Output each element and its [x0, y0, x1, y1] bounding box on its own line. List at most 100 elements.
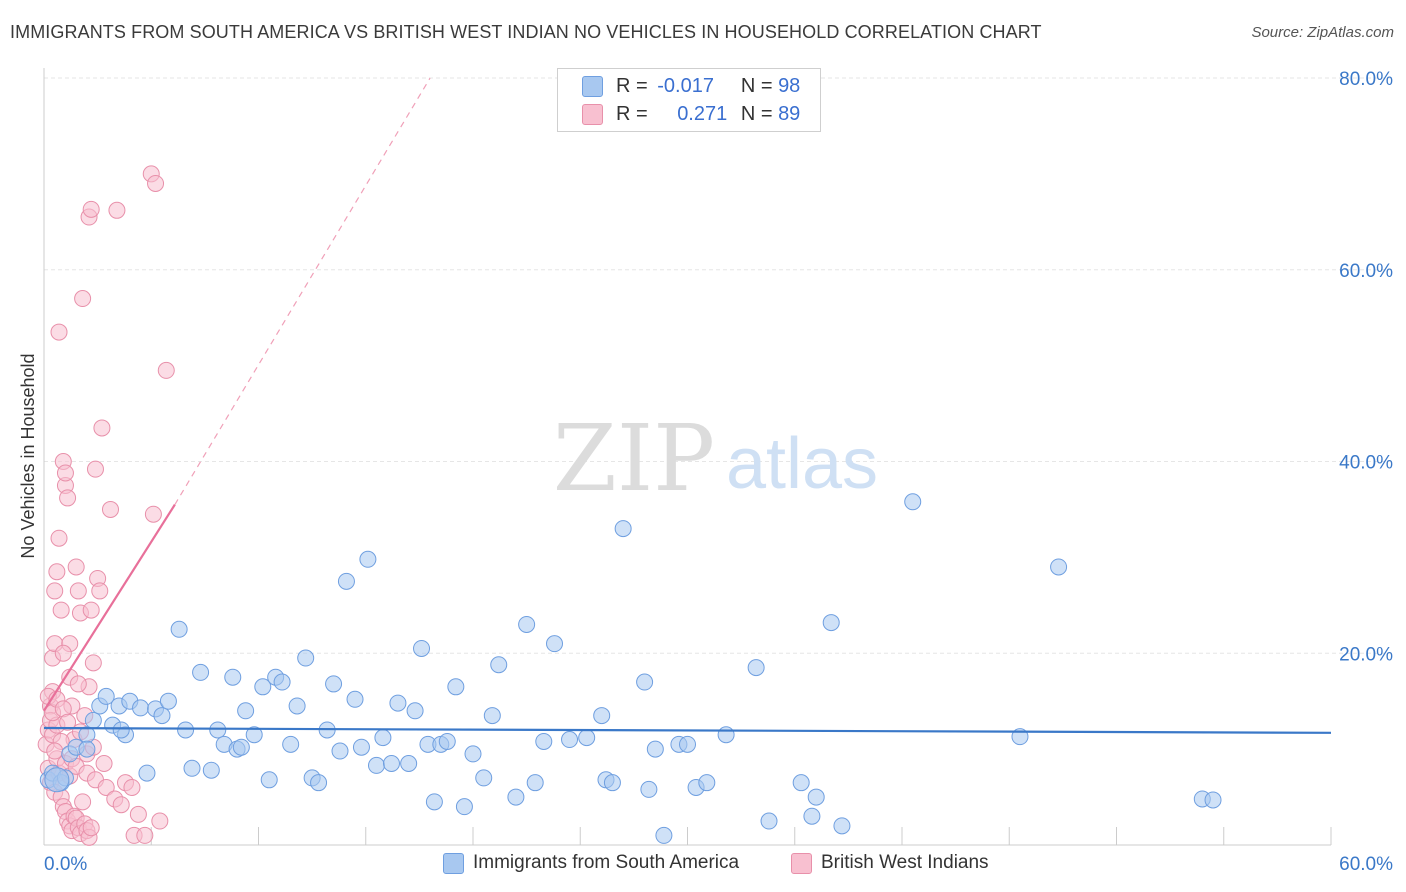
- legend-r-value-pink: 0.271: [677, 103, 728, 125]
- series-british-west-indians: [37, 165, 175, 846]
- bottom-legend-label-pink: British West Indians: [821, 852, 989, 873]
- data-point-immigrants-south-america: [260, 771, 278, 789]
- data-point-immigrants-south-america: [297, 649, 315, 667]
- legend-n-value-pink: 89: [778, 103, 801, 125]
- data-point-immigrants-south-america: [183, 759, 201, 777]
- data-point-immigrants-south-america: [561, 731, 579, 749]
- data-point-immigrants-south-america: [159, 692, 177, 710]
- data-point-immigrants-south-america: [747, 659, 765, 677]
- data-point-british-west-indians: [136, 826, 154, 844]
- data-point-british-west-indians: [82, 819, 100, 837]
- y-tick-label: 20.0%: [1339, 644, 1393, 665]
- data-point-british-west-indians: [82, 200, 100, 218]
- legend-swatch-pink: [582, 104, 603, 125]
- data-point-immigrants-south-america: [593, 707, 611, 725]
- data-point-immigrants-south-america: [760, 812, 778, 830]
- data-point-immigrants-south-america: [367, 756, 385, 774]
- data-point-immigrants-south-america: [224, 668, 242, 686]
- data-point-immigrants-south-america: [406, 702, 424, 720]
- data-point-cluster: [44, 767, 70, 793]
- data-point-british-west-indians: [112, 796, 130, 814]
- data-point-immigrants-south-america: [833, 817, 851, 835]
- bottom-legend-label-blue: Immigrants from South America: [473, 852, 740, 873]
- data-point-immigrants-south-america: [464, 745, 482, 763]
- trend-line-immigrants-south-america: [43, 726, 1332, 734]
- chart-title: IMMIGRANTS FROM SOUTH AMERICA VS BRITISH…: [10, 22, 1042, 42]
- data-point-immigrants-south-america: [413, 639, 431, 657]
- data-point-immigrants-south-america: [636, 673, 654, 691]
- data-point-british-west-indians: [95, 755, 113, 773]
- data-point-immigrants-south-america: [447, 678, 465, 696]
- data-point-british-west-indians: [56, 464, 74, 482]
- data-point-immigrants-south-america: [138, 764, 156, 782]
- data-point-immigrants-south-america: [578, 729, 596, 747]
- data-point-british-west-indians: [82, 601, 100, 619]
- data-point-british-west-indians: [48, 563, 66, 581]
- watermark: ZIP atlas: [553, 405, 878, 512]
- data-point-immigrants-south-america: [603, 774, 621, 792]
- data-point-british-west-indians: [144, 505, 162, 523]
- data-point-immigrants-south-america: [1050, 558, 1068, 576]
- y-tick-label: 40.0%: [1339, 453, 1393, 474]
- data-point-british-west-indians: [59, 489, 77, 507]
- bottom-legend-swatch-pink: [791, 853, 812, 874]
- data-point-immigrants-south-america: [273, 673, 291, 691]
- data-point-immigrants-south-america: [245, 726, 263, 744]
- y-tick-label: 60.0%: [1339, 261, 1393, 282]
- data-point-immigrants-south-america: [640, 780, 658, 798]
- legend-n-label: N =: [740, 75, 773, 97]
- data-point-british-west-indians: [50, 323, 68, 341]
- data-point-immigrants-south-america: [438, 732, 456, 750]
- series-immigrants-south-america: [39, 493, 1222, 844]
- data-point-british-west-indians: [59, 713, 77, 731]
- x-tick-label: 0.0%: [44, 854, 87, 875]
- tick-labels: 20.0% 40.0% 60.0% 80.0% 0.0% 60.0%: [44, 69, 1393, 875]
- data-point-british-west-indians: [91, 582, 109, 600]
- data-point-immigrants-south-america: [282, 735, 300, 753]
- data-point-british-west-indians: [50, 529, 68, 547]
- data-point-immigrants-south-america: [483, 707, 501, 725]
- data-point-immigrants-south-america: [352, 738, 370, 756]
- data-point-immigrants-south-america: [655, 826, 673, 844]
- data-point-immigrants-south-america: [177, 721, 195, 739]
- data-point-immigrants-south-america: [254, 678, 272, 696]
- data-point-immigrants-south-america: [546, 635, 564, 653]
- source-credit: Source: ZipAtlas.com: [1251, 24, 1394, 41]
- data-point-immigrants-south-america: [518, 615, 536, 633]
- data-point-immigrants-south-america: [614, 520, 632, 538]
- data-point-immigrants-south-america: [331, 742, 349, 760]
- data-point-british-west-indians: [69, 582, 87, 600]
- data-point-british-west-indians: [147, 174, 165, 192]
- data-point-immigrants-south-america: [717, 726, 735, 744]
- data-point-immigrants-south-america: [904, 493, 922, 511]
- legend-n-label: N =: [740, 103, 773, 125]
- data-point-british-west-indians: [123, 778, 141, 796]
- data-point-immigrants-south-america: [679, 735, 696, 753]
- data-point-immigrants-south-america: [803, 807, 821, 825]
- data-point-immigrants-south-america: [490, 656, 508, 674]
- data-point-immigrants-south-america: [170, 620, 188, 638]
- trend-line-british-west-indians: [43, 504, 176, 712]
- watermark-zip: ZIP: [553, 405, 715, 512]
- data-point-immigrants-south-america: [192, 663, 210, 681]
- trend-lines: [43, 77, 1332, 734]
- data-point-immigrants-south-america: [455, 798, 473, 816]
- data-point-british-west-indians: [52, 601, 70, 619]
- data-point-immigrants-south-america: [325, 675, 343, 693]
- trend-extension-british-west-indians: [174, 77, 431, 505]
- data-point-immigrants-south-america: [400, 755, 418, 773]
- data-point-immigrants-south-america: [698, 774, 716, 792]
- axes: [43, 68, 1332, 846]
- data-point-immigrants-south-america: [132, 699, 150, 717]
- data-point-immigrants-south-america: [359, 550, 377, 568]
- data-point-british-west-indians: [86, 460, 104, 478]
- legend-r-label: R =: [616, 103, 648, 125]
- data-point-immigrants-south-america: [1204, 791, 1222, 809]
- data-point-immigrants-south-america: [822, 614, 840, 632]
- data-point-british-west-indians: [74, 793, 92, 811]
- data-point-immigrants-south-america: [288, 697, 306, 715]
- data-point-british-west-indians: [46, 582, 64, 600]
- data-point-immigrants-south-america: [310, 774, 328, 792]
- data-point-british-west-indians: [129, 805, 147, 823]
- data-point-british-west-indians: [151, 812, 169, 830]
